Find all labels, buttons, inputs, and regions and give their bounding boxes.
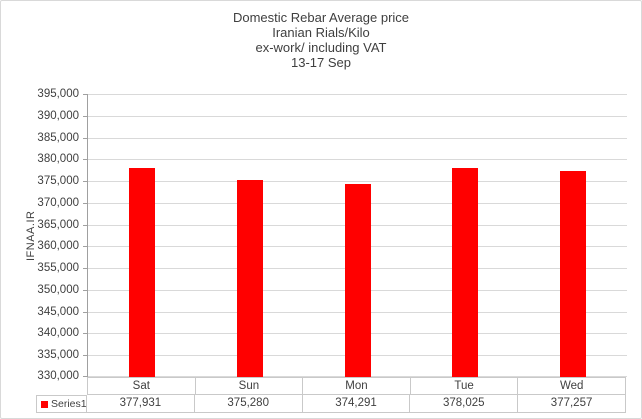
y-tick-mark: [83, 333, 88, 334]
series1-legend-label: Series1: [51, 398, 87, 410]
y-tick-label: 345,000: [37, 306, 79, 318]
chart-title-line-3: ex-work/ including VAT: [255, 40, 387, 55]
y-tick-mark: [83, 355, 88, 356]
chart-title-line-1: Domestic Rebar Average price: [232, 10, 410, 25]
bar-sat: [129, 168, 155, 377]
table-cell-category-tue: Tue: [410, 377, 519, 395]
y-tick-label: 335,000: [37, 349, 79, 361]
y-tick-mark: [83, 94, 88, 95]
y-tick-label: 355,000: [37, 262, 79, 274]
table-cell-value-sun: 375,280: [194, 395, 303, 413]
plot-area: [83, 94, 627, 377]
gridline: [88, 138, 627, 139]
y-tick-label: 360,000: [37, 240, 79, 252]
bar-tue: [452, 167, 478, 377]
y-tick-mark: [83, 159, 88, 160]
y-tick-mark: [83, 268, 88, 269]
table-cell-category-sun: Sun: [195, 377, 304, 395]
y-axis-labels: 395,000 390,000 385,000 380,000 375,000 370,0…: [1, 88, 79, 382]
table-cell-category-mon: Mon: [303, 377, 411, 395]
table-cell-value-wed: 377,257: [518, 395, 626, 413]
category-row: Sat Sun Mon Tue Wed: [87, 377, 626, 395]
y-tick-label: 395,000: [37, 88, 79, 100]
table-cell-category-sat: Sat: [87, 377, 196, 395]
y-tick-label: 390,000: [37, 110, 79, 122]
bar-wed: [560, 171, 586, 377]
y-tick-mark: [83, 181, 88, 182]
series1-legend-marker-icon: [41, 400, 48, 408]
legend-cell: Series1: [36, 395, 87, 413]
y-tick-label: 365,000: [37, 219, 79, 231]
y-tick-mark: [83, 138, 88, 139]
bar-sun: [237, 179, 263, 377]
y-tick-mark: [83, 290, 88, 291]
value-row: Series1 377,931 375,280 374,291 378,025 377,…: [36, 395, 626, 413]
table-cell-value-sat: 377,931: [87, 395, 195, 413]
y-tick-mark: [83, 376, 88, 377]
gridline: [88, 116, 627, 117]
data-table: Sat Sun Mon Tue Wed Series1 377,931 375,280 37…: [36, 377, 626, 413]
table-cell-category-wed: Wed: [518, 377, 626, 395]
y-tick-label: 340,000: [37, 327, 79, 339]
table-cell-value-mon: 374,291: [302, 395, 411, 413]
y-tick-mark: [83, 116, 88, 117]
y-tick-label: 350,000: [37, 284, 79, 296]
table-cell-value-tue: 378,025: [410, 395, 519, 413]
gridline: [88, 94, 627, 95]
y-tick-label: 385,000: [37, 132, 79, 144]
y-tick-label: 370,000: [37, 197, 79, 209]
gridline: [88, 181, 627, 182]
y-tick-label: 375,000: [37, 175, 79, 187]
y-tick-mark: [83, 246, 88, 247]
y-tick-mark: [83, 312, 88, 313]
bar-mon: [345, 184, 371, 377]
chart-title-line-2: Iranian Rials/Kilo: [272, 25, 370, 40]
gridline: [88, 159, 627, 160]
y-tick-mark: [83, 203, 88, 204]
y-tick-label: 380,000: [37, 153, 79, 165]
y-tick-mark: [83, 225, 88, 226]
chart-title-line-4: 13-17 Sep: [291, 55, 351, 70]
y-tick-label: 330,000: [37, 370, 79, 382]
chart-title: Domestic Rebar Average price Iranian Ria…: [1, 10, 641, 70]
